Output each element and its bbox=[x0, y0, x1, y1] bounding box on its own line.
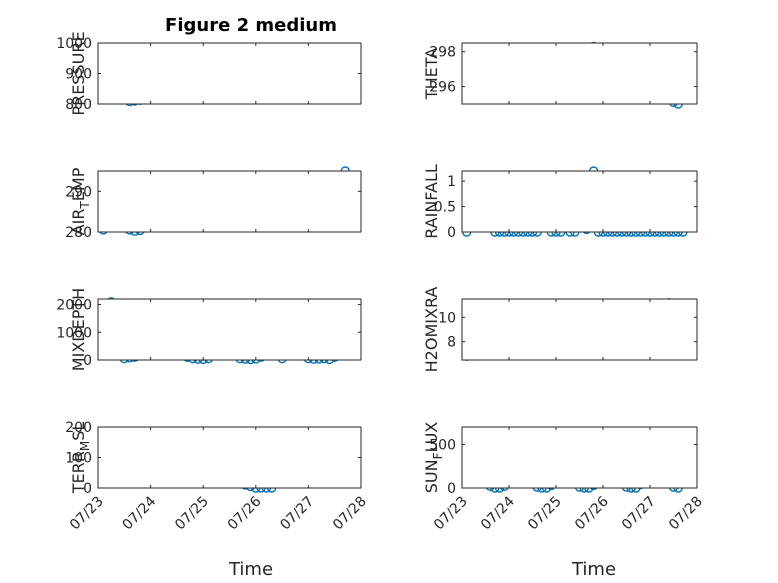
axes-frame bbox=[461, 298, 698, 361]
x-tick-label: 07/23 bbox=[431, 494, 471, 534]
panel-rainfall: 0 0.5 1 RAINFALL bbox=[422, 164, 698, 241]
x-tick-label: 07/26 bbox=[572, 493, 612, 533]
figure-title: Figure 2 medium bbox=[165, 15, 337, 36]
axes-frame bbox=[461, 426, 698, 489]
y-tick-label: 100 bbox=[65, 451, 92, 467]
pressure-axis-label: PRESSURE bbox=[69, 31, 88, 115]
y-tick-label: 8 bbox=[447, 335, 456, 351]
axes-frame bbox=[97, 42, 362, 105]
y-tick-label: 2000 bbox=[56, 298, 92, 314]
h2omixra-axis-label: H2OMIXRA bbox=[422, 287, 441, 373]
rainfall-axis-label: RAINFALL bbox=[422, 164, 441, 239]
y-tick-label: 800 bbox=[65, 97, 92, 113]
y-tick-label: 0 bbox=[447, 225, 456, 241]
y-tick-label: 280 bbox=[65, 225, 92, 241]
mixdepth-axis-label: MIXDEPTH bbox=[69, 288, 88, 371]
x-tick-label: 07/27 bbox=[619, 494, 659, 534]
x-axis-label-right: Time bbox=[571, 559, 616, 580]
x-tick-label: 07/23 bbox=[67, 494, 107, 534]
x-tick-label: 07/25 bbox=[172, 494, 212, 534]
theta-axis-label: THETA bbox=[422, 48, 441, 100]
axes-frame bbox=[461, 170, 698, 233]
y-tick-label: 298 bbox=[429, 45, 456, 61]
y-tick-label: 1 bbox=[447, 174, 456, 190]
air-temp-axis-label: AIRTEMP bbox=[69, 167, 92, 235]
axes-frame bbox=[461, 42, 698, 105]
x-tick-label: 07/24 bbox=[478, 493, 518, 533]
y-tick-label: 10 bbox=[438, 310, 456, 326]
x-tick-label: 07/27 bbox=[277, 494, 317, 534]
y-tick-label: 200 bbox=[65, 420, 92, 436]
x-tick-label: 07/28 bbox=[666, 494, 706, 534]
y-tick-label: 290 bbox=[65, 184, 92, 200]
panel-terr-msl: 07/23 07/24 07/25 07/26 07/27 07/28 0 100 200TER… bbox=[65, 420, 370, 533]
axes-frame bbox=[97, 298, 362, 361]
sun-flux-axis-label: SUNFLUX bbox=[422, 422, 445, 494]
axes-frame bbox=[97, 170, 362, 233]
x-tick-label: 07/24 bbox=[120, 493, 160, 533]
y-tick-label: 1000 bbox=[56, 325, 92, 341]
x-axis-label-left: Time bbox=[228, 559, 273, 580]
y-tick-label: 900 bbox=[65, 67, 92, 83]
panel-sun-flux: 07/23 07/24 07/25 07/26 07/27 07/28 0 500SUNFLU… bbox=[422, 422, 706, 534]
terr-msl-axis-label: TERRMSL bbox=[69, 422, 92, 495]
y-tick-label: 500 bbox=[429, 437, 456, 453]
y-tick-label: 0 bbox=[447, 481, 456, 497]
x-tick-label: 07/28 bbox=[330, 494, 370, 534]
axes-frame bbox=[97, 426, 362, 489]
x-tick-label: 07/25 bbox=[525, 494, 565, 534]
y-tick-label: 296 bbox=[429, 80, 456, 96]
y-tick-label: 1000 bbox=[56, 36, 92, 52]
y-tick-label: 0 bbox=[83, 353, 92, 369]
y-tick-label: 0 bbox=[83, 481, 92, 497]
y-tick-label: 0.5 bbox=[434, 200, 456, 216]
x-tick-label: 07/26 bbox=[225, 493, 265, 533]
